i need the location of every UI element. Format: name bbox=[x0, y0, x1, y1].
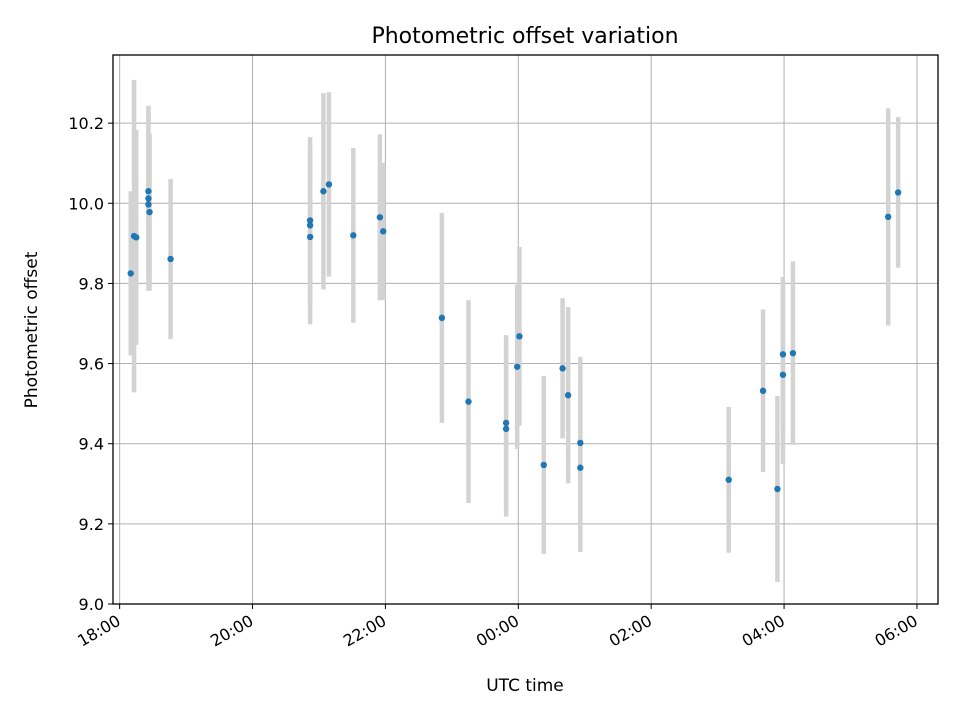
data-point bbox=[559, 365, 566, 372]
data-point bbox=[306, 217, 314, 224]
data-point bbox=[564, 392, 572, 399]
data-point bbox=[133, 234, 140, 241]
data-point bbox=[779, 371, 787, 378]
data-point bbox=[306, 233, 314, 241]
data-point bbox=[127, 270, 134, 277]
plot-area-frame bbox=[112, 54, 939, 605]
data-point bbox=[145, 195, 152, 202]
y-tick-label: 9.2 bbox=[79, 515, 104, 534]
data-point bbox=[577, 439, 584, 447]
data-point bbox=[502, 425, 510, 433]
x-tick-label: 00:00 bbox=[473, 611, 522, 651]
data-point bbox=[306, 222, 314, 229]
data-point bbox=[465, 398, 472, 405]
data-point bbox=[502, 419, 510, 427]
data-point bbox=[145, 188, 152, 195]
data-point bbox=[350, 232, 357, 239]
chart-title: Photometric offset variation bbox=[371, 24, 678, 49]
data-point bbox=[779, 351, 787, 358]
x-tick-label: 06:00 bbox=[872, 611, 921, 651]
data-point bbox=[145, 201, 152, 208]
data-point bbox=[376, 214, 384, 221]
y-tick-label: 10.0 bbox=[68, 194, 104, 213]
x-tick-label: 02:00 bbox=[606, 611, 655, 651]
error-bars bbox=[128, 79, 901, 582]
data-point bbox=[320, 188, 327, 195]
y-tick-label: 9.6 bbox=[79, 355, 104, 374]
x-axis-label: UTC time bbox=[486, 676, 564, 696]
y-tick-label: 9.4 bbox=[79, 435, 104, 454]
data-point bbox=[380, 228, 387, 235]
x-tick-label: 18:00 bbox=[74, 611, 123, 651]
data-point bbox=[884, 213, 892, 221]
y-axis-ticks: 9.0 9.2 9.4 9.6 9.8 10.0 10.2 bbox=[68, 114, 113, 614]
x-tick-label: 04:00 bbox=[739, 611, 788, 651]
data-point bbox=[894, 189, 902, 196]
data-point bbox=[513, 363, 521, 370]
data-point bbox=[167, 255, 174, 263]
data-point bbox=[577, 464, 584, 471]
data-point bbox=[438, 314, 446, 322]
y-tick-label: 9.0 bbox=[79, 595, 104, 614]
data-point bbox=[516, 333, 523, 340]
x-tick-label: 22:00 bbox=[340, 611, 389, 651]
y-tick-label: 9.8 bbox=[79, 274, 104, 293]
x-tick-label: 20:00 bbox=[207, 611, 256, 651]
data-points bbox=[127, 181, 902, 493]
data-point bbox=[774, 485, 781, 493]
y-tick-label: 10.2 bbox=[68, 114, 104, 133]
grid-lines bbox=[113, 55, 938, 605]
data-point bbox=[325, 181, 333, 188]
data-point bbox=[146, 208, 153, 216]
data-point bbox=[759, 387, 767, 395]
data-point bbox=[540, 461, 547, 469]
x-axis-ticks: 18:00 20:00 22:00 00:00 02:00 04:00 06:00 bbox=[74, 604, 921, 651]
data-point bbox=[725, 476, 732, 483]
data-point bbox=[789, 349, 797, 357]
y-axis-label: Photometric offset bbox=[22, 251, 42, 408]
